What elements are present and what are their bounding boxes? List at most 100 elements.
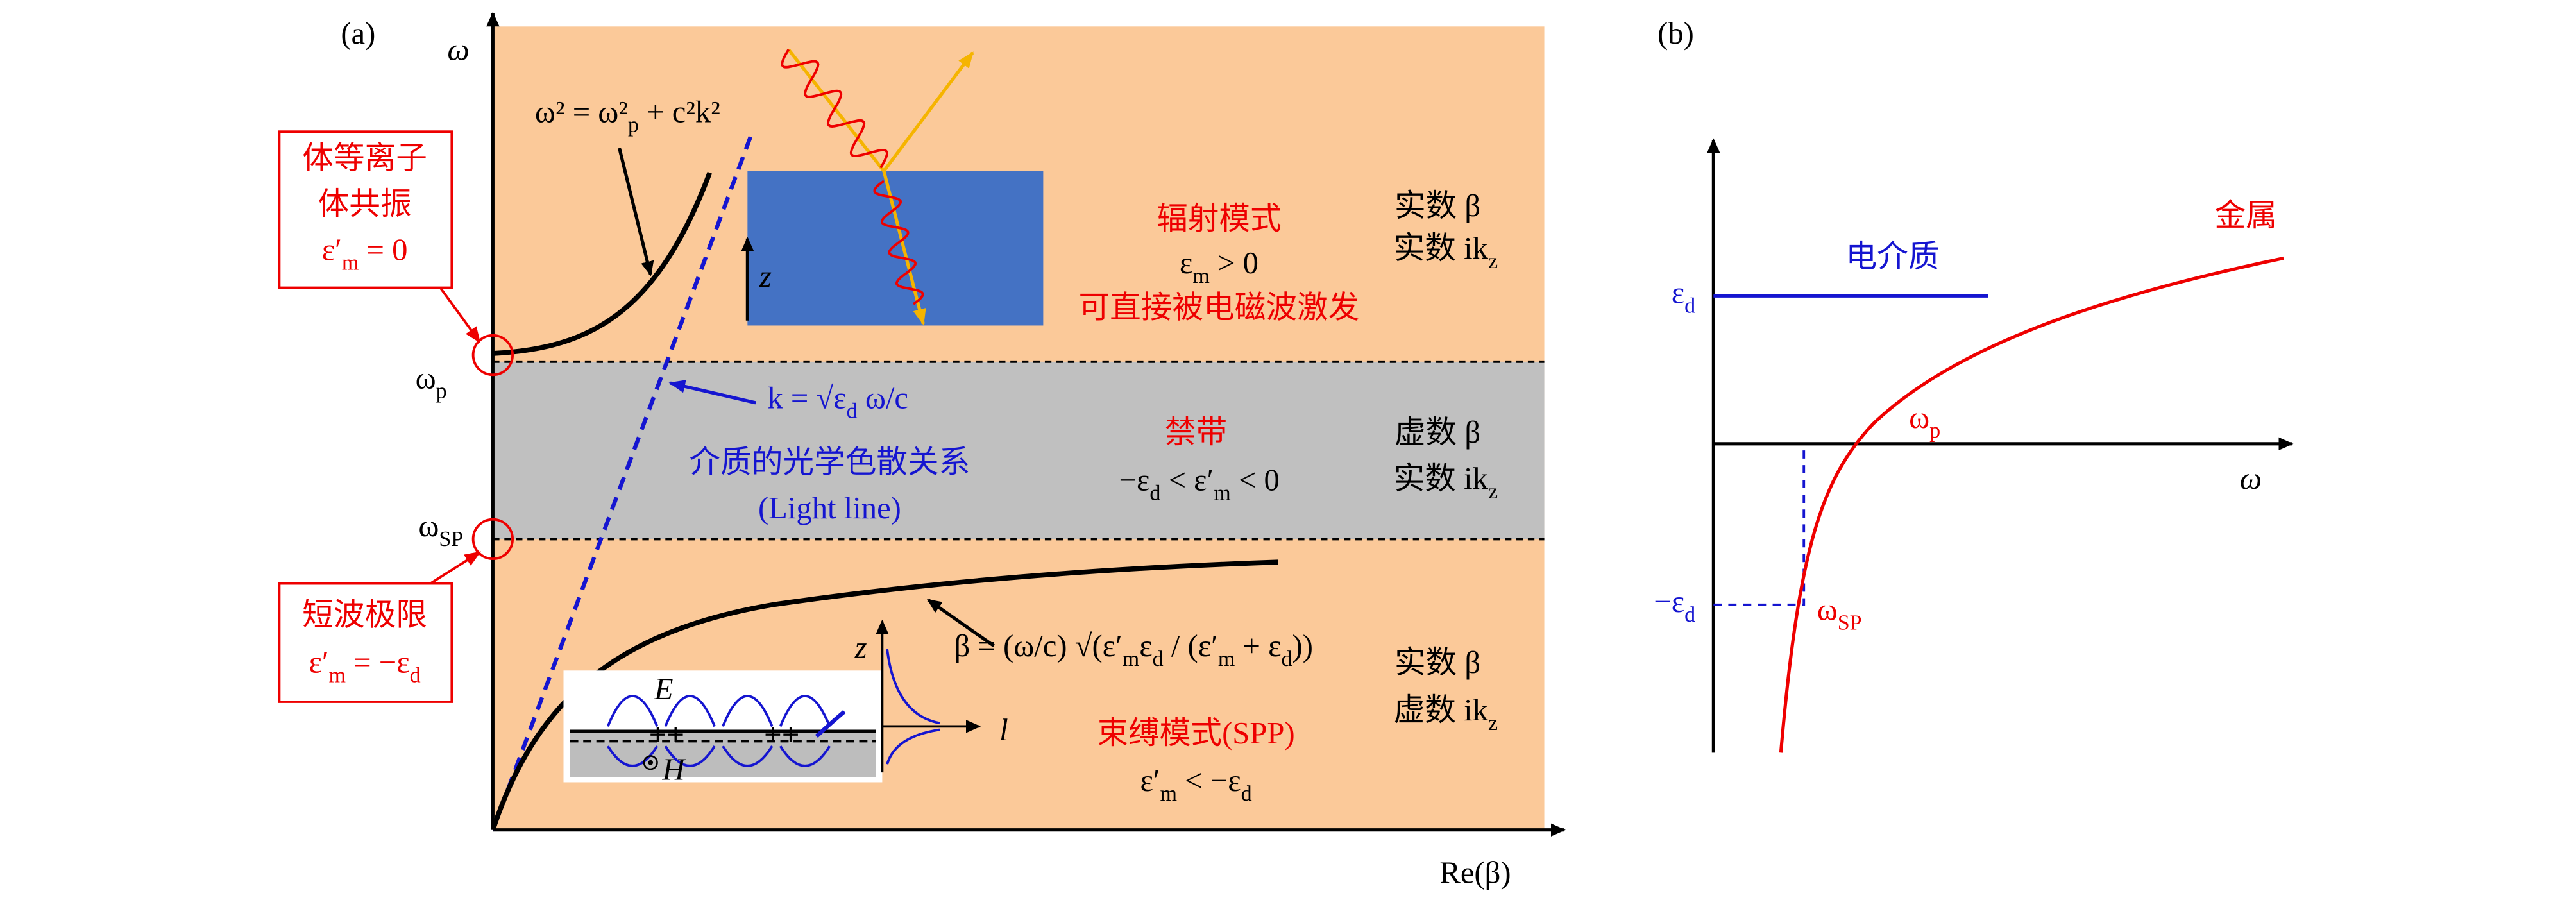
text-part: 实数 ik [1394,461,1489,496]
text-part: / (ε′ [1164,629,1218,663]
point-label: ωSP [1817,593,1862,635]
box-text: 短波极限 [302,598,427,633]
text-part: + c²k² [639,95,720,130]
equation: ω² = ω²p + c²k² [535,95,720,137]
subscript: p [1929,419,1940,443]
region-beta: 实数 β [1394,645,1480,680]
charges: ++ [649,717,684,752]
subscript: p [436,380,447,404]
text-part: ε′ [322,233,342,268]
text-part: = 0 [359,233,407,268]
sp-guide [1713,443,1806,606]
region-note: 可直接被电磁波激发 [1078,291,1359,325]
box-text: 体共振 [318,187,412,221]
marker-circle [471,334,514,377]
tick-label: −εd [1654,584,1695,627]
pointer-arrow [926,599,996,647]
region-condition: −εd < ε′m < 0 [1119,463,1280,505]
text-part: = −ε [346,645,410,680]
spp-inset: ++ ++ [563,619,981,783]
point-label: ωp [1909,400,1940,443]
equation: k = √εd ω/c [767,380,908,423]
region-condition: ε′m < −εd [1140,763,1251,806]
text-part: β = (ω/c) √(ε′ [954,629,1123,663]
text-part: < 0 [1231,463,1280,497]
pointer-arrow [430,551,482,585]
subscript: d [410,664,421,688]
subscript: z [1488,480,1498,504]
text-part: ω² = ω² [535,95,628,130]
subscript: m [1218,647,1235,671]
subscript: m [329,664,346,688]
subscript: m [342,251,359,275]
text-part: ω/c [858,380,908,415]
subscript: d [1149,482,1160,505]
panel-label: (b) [1657,16,1694,51]
reflected-ray [882,51,974,173]
axis-label: z [759,259,772,294]
tick-label: εd [1672,276,1695,318]
subscript: d [847,400,858,423]
inset-label: z [854,631,867,665]
bulk-plasmon-box [278,130,453,289]
text-part: ε′ [309,645,328,680]
tick-label: ωp [416,361,447,404]
equation: β = (ω/c) √(ε′mεd / (ε′m + εd)) [954,629,1313,671]
metal-curve [1779,256,2284,753]
box-text: ε′m = 0 [322,233,408,275]
region-beta: 虚数 β [1394,415,1480,450]
subscript: z [1488,250,1498,274]
subscript: d [1282,647,1292,671]
e-field-lines [606,695,831,727]
text-part: < −ε [1177,763,1241,798]
panel-a: ++ ++ [278,12,1566,837]
marker-circle [471,518,514,561]
subscript: m [1192,265,1209,289]
subscript: SP [1838,611,1862,635]
short-wave-box [278,582,453,703]
text-part: ε [1139,629,1152,663]
panel-label: (a) [341,16,375,51]
text-part: k = √ε [767,380,846,415]
subscript: d [1153,647,1164,671]
axis-label: Re(β) [1439,856,1511,890]
region-kz: 实数 ikz [1394,231,1498,273]
box-text: 体等离子 [302,140,427,175]
text-part: ε′ [1140,763,1160,798]
region-condition: εm > 0 [1180,246,1258,288]
tick-label: ωSP [418,509,463,551]
pointer-arrow [618,148,654,276]
inset-label: E [654,672,674,706]
text-part: > 0 [1210,246,1258,280]
text-part: 虚数 ik [1394,693,1489,727]
axis-label: ω [2240,461,2262,496]
inset-metal [570,731,876,777]
region-kz: 实数 ikz [1394,461,1498,504]
e-field-arrow [815,709,846,738]
subscript: p [628,114,639,137]
inset-label: l [999,713,1008,747]
region-title: 束缚模式(SPP) [1097,716,1294,751]
text-part: −ε [1119,463,1150,497]
subscript: m [1123,647,1139,671]
pointer-arrow [439,287,481,344]
panel-b [1707,138,2294,753]
region-beta: 实数 β [1394,189,1480,223]
subscript: SP [439,527,463,551]
subscript: m [1160,782,1177,806]
curve-label: 电介质 [1846,239,1940,274]
text-part: 实数 ik [1394,231,1489,266]
caption: (Light line) [758,491,901,525]
bulk-curve [493,171,713,356]
text-part: −ε [1654,584,1684,619]
text-part: ω [416,361,436,396]
decay-profile [886,649,940,765]
text-part: < ε′ [1160,463,1214,497]
caption: 介质的光学色散关系 [689,445,970,479]
region-title: 辐射模式 [1157,201,1282,236]
light-line [491,131,755,831]
text-part: ω [418,509,439,543]
h-field-symbol [643,755,658,770]
text-part: ε [1180,246,1192,280]
